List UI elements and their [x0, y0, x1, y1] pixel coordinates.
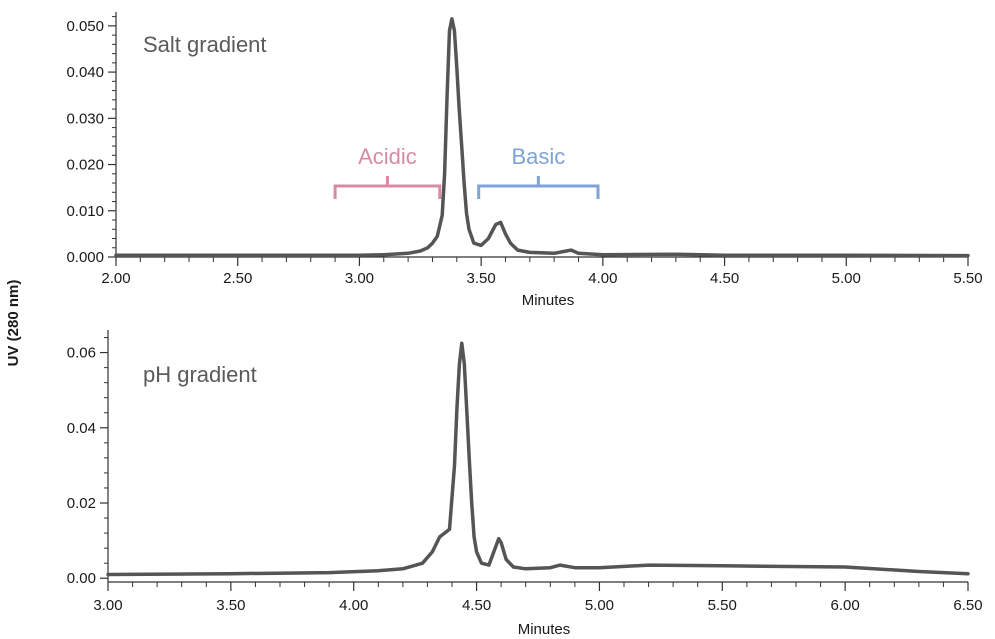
ph-y-tick-label: 0.02 [67, 495, 96, 512]
salt-x-tick-label: 2.00 [101, 270, 130, 287]
salt-y-tick-label: 0.050 [66, 18, 104, 35]
ph-gradient-panel: pH gradient Minutes 3.00 3.50 4.00 4.50 5.00… [67, 330, 983, 638]
salt-trace-line [114, 17, 970, 258]
basic-bracket [477, 176, 600, 199]
acidic-bracket [333, 176, 442, 199]
basic-label: Basic [511, 144, 565, 169]
salt-x-tick-label: 3.00 [345, 270, 374, 287]
ph-gradient-title: pH gradient [143, 362, 257, 387]
salt-x-tick-label: 4.50 [710, 270, 739, 287]
y-axis-label: UV (280 nm) [5, 280, 22, 367]
salt-gradient-panel: Salt gradient Minutes 2.00 2.50 3.00 3.50 4.… [66, 12, 983, 309]
ph-x-tick-label: 3.50 [216, 597, 245, 614]
ph-x-tick-label: 6.00 [831, 597, 860, 614]
ph-x-tick-label: 4.50 [462, 597, 491, 614]
salt-y-tick-label: 0.000 [66, 249, 104, 266]
salt-x-axis-title: Minutes [522, 292, 575, 309]
salt-gradient-title: Salt gradient [143, 32, 267, 57]
salt-y-tick-label: 0.010 [66, 203, 104, 220]
ph-x-tick-label: 6.50 [953, 597, 982, 614]
salt-x-tick-label: 2.50 [223, 270, 252, 287]
ph-trace-line [106, 341, 970, 577]
ph-y-tick-label: 0.06 [67, 345, 96, 362]
ph-x-tick-label: 5.50 [708, 597, 737, 614]
salt-y-tick-label: 0.020 [66, 157, 104, 174]
salt-x-tick-label: 5.50 [953, 270, 982, 287]
ph-x-tick-label: 3.00 [93, 597, 122, 614]
salt-x-tick-label: 4.00 [588, 270, 617, 287]
ph-y-tick-label: 0.04 [67, 420, 96, 437]
salt-x-tick-label: 3.50 [467, 270, 496, 287]
salt-y-tick-label: 0.030 [66, 110, 104, 127]
salt-y-tick-label: 0.040 [66, 64, 104, 81]
acidic-label: Acidic [358, 144, 417, 169]
salt-x-tick-label: 5.00 [832, 270, 861, 287]
ph-x-axis-title: Minutes [518, 621, 571, 638]
ph-x-tick-label: 4.00 [339, 597, 368, 614]
ph-y-tick-label: 0.00 [67, 570, 96, 587]
ph-x-tick-label: 5.00 [585, 597, 614, 614]
